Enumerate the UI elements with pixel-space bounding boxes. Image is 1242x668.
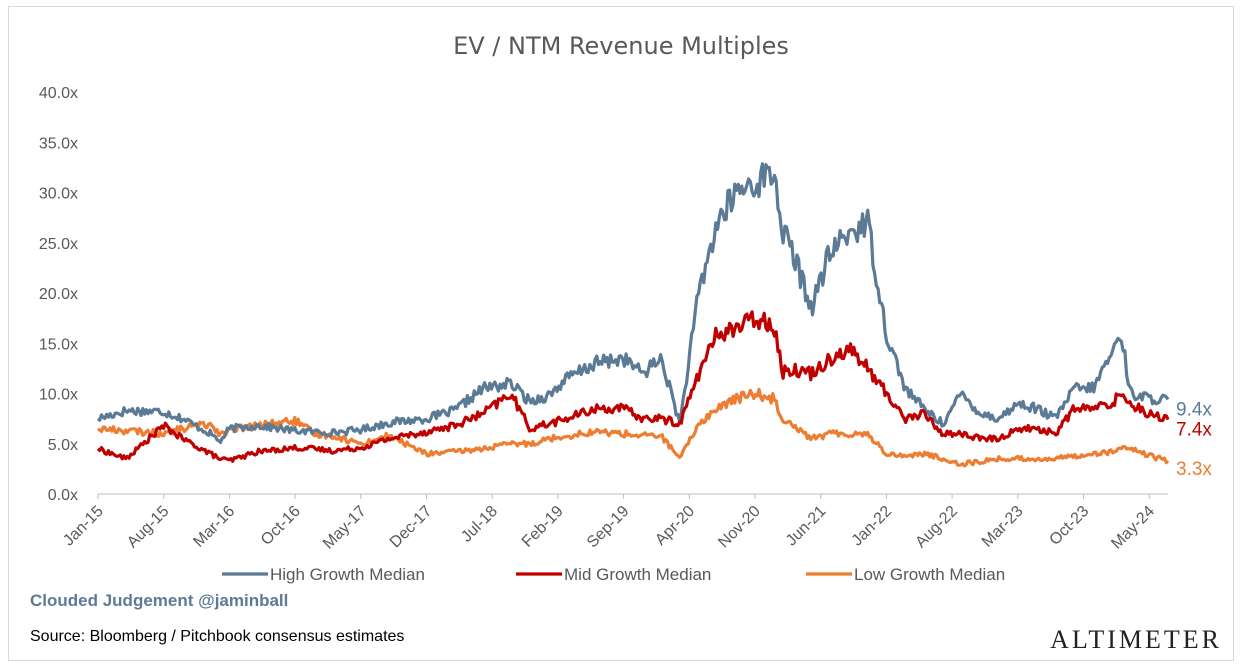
y-tick-label: 15.0x [39, 336, 78, 353]
end-labels: 3.3x 9.4x7.4x [1176, 400, 1212, 480]
end-value-label: 9.4x [1176, 400, 1212, 421]
x-tick-label: May-24 [1108, 503, 1158, 553]
legend-label: Low Growth Median [854, 565, 1005, 584]
y-tick-label: 25.0x [39, 236, 78, 253]
end-value-label: 7.4x [1176, 420, 1212, 441]
x-tick-label: Oct-16 [258, 503, 304, 549]
y-tick-label: 20.0x [39, 286, 78, 303]
y-tick-label: 0.0x [48, 487, 78, 504]
altimeter-logo: ALTIMETER [1050, 625, 1222, 654]
legend: High Growth Median Mid Growth Median Low G… [222, 565, 1005, 584]
x-tick-label: Jul-18 [458, 503, 501, 546]
legend-label: Mid Growth Median [564, 565, 711, 584]
y-tick-label: 10.0x [39, 387, 78, 404]
series-line-high-growth-median [96, 162, 1170, 445]
x-tick-label: Jan-22 [849, 503, 896, 550]
x-tick-label: Aug-15 [124, 503, 173, 552]
chart-frame [8, 6, 1234, 661]
y-tick-label: 5.0x [48, 437, 78, 454]
series-line-mid-growth-median [96, 310, 1170, 463]
watermark-text: Clouded Judgement @jaminball [30, 591, 288, 610]
x-tick-label: Dec-17 [387, 503, 436, 552]
x-tick-label: Sep-19 [584, 503, 633, 552]
y-tick-label: 30.0x [39, 186, 78, 203]
x-tick-label: May-17 [320, 503, 370, 553]
x-axis: Jan-15 Aug-15 Mar-16 Oct-16 May-17 Dec-17 Jul-… [60, 493, 1168, 553]
x-tick-label: Mar-23 [979, 503, 1027, 551]
x-tick-label: Apr-20 [652, 503, 698, 549]
x-tick-label: Mar-16 [190, 503, 238, 551]
x-tick-label: Oct-23 [1046, 503, 1092, 549]
source-note: Source: Bloomberg / Pitchbook consensus … [30, 628, 404, 645]
y-tick-label: 35.0x [39, 135, 78, 152]
end-value-label: 3.3x [1176, 459, 1212, 480]
x-tick-label: Nov-20 [715, 503, 764, 552]
series-layer [96, 162, 1170, 468]
chart-title: EV / NTM Revenue Multiples [453, 32, 789, 60]
y-tick-label: 40.0x [39, 85, 78, 102]
y-axis: 0.0x 5.0x 10.0x 15.0x 20.0x 25.0x 30.0x 35.0x 40… [39, 85, 78, 504]
x-tick-label: Feb-19 [519, 503, 567, 551]
x-tick-label: Jan-15 [60, 503, 107, 550]
x-tick-label: Jun-21 [783, 503, 830, 550]
series-line-low-growth-median [96, 387, 1170, 468]
x-tick-label: Aug-22 [912, 503, 961, 552]
legend-label: High Growth Median [270, 565, 425, 584]
